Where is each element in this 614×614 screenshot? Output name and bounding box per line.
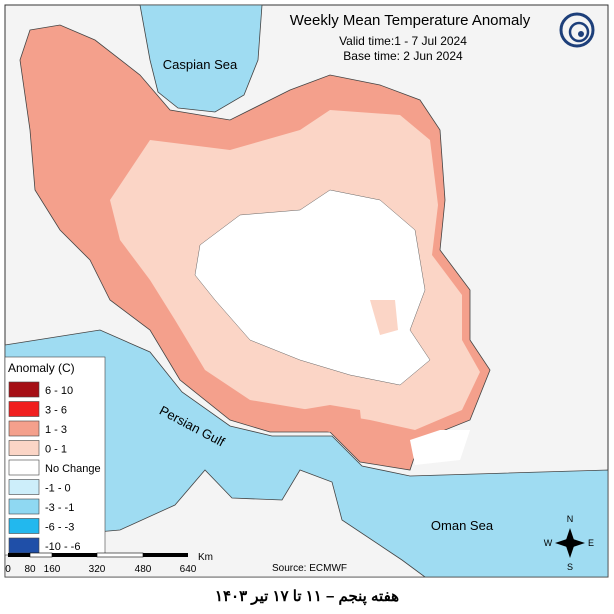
- iran-no-change-south: [410, 430, 470, 465]
- legend-swatch: [8, 401, 40, 417]
- compass-e: E: [588, 538, 594, 548]
- compass-s: S: [567, 562, 573, 572]
- caption: هفته پنجم – ۱۱ تا ۱۷ تیر ۱۴۰۳: [215, 588, 399, 606]
- arabian-land: [4, 469, 427, 578]
- compass-w: W: [544, 538, 553, 548]
- compass: N S E W: [544, 514, 594, 572]
- logo: [559, 12, 595, 48]
- scale-bar: Km 0 80 160 320 480 640: [5, 552, 213, 575]
- legend-label: -1 - 0: [45, 483, 71, 495]
- scale-label: 640: [180, 564, 197, 575]
- legend-label: 3 - 6: [45, 405, 67, 417]
- scale-label: 320: [89, 564, 106, 575]
- legend-label: -6 - -3: [45, 522, 74, 534]
- sea-label: Caspian Sea: [163, 57, 238, 72]
- legend-swatch: [8, 440, 40, 456]
- legend-swatch: [8, 459, 40, 476]
- legend-title: Anomaly (C): [8, 361, 75, 375]
- legend-label: 1 - 3: [45, 424, 67, 436]
- map-title: Weekly Mean Temperature Anomaly: [290, 12, 531, 29]
- legend: Anomaly (C) 6 - 10 3 - 6 1 - 3 0 - 1 No Chan…: [4, 356, 106, 556]
- legend-swatch: [8, 498, 40, 515]
- sea-label: Oman Sea: [431, 518, 494, 533]
- source: Source: ECMWF: [272, 563, 347, 574]
- legend-swatch: [8, 537, 40, 554]
- scale-label: 160: [44, 564, 61, 575]
- scale-label: 0: [5, 564, 11, 575]
- legend-label: 0 - 1: [45, 444, 67, 456]
- iran-no-change: [194, 189, 431, 386]
- legend-label: -10 - -6: [45, 541, 80, 553]
- legend-label: No Change: [45, 463, 101, 475]
- base-time: Base time: 2 Jun 2024: [343, 49, 463, 63]
- iran-anomaly-coast: [290, 405, 362, 432]
- scale-unit: Km: [198, 552, 213, 563]
- legend-swatch: [8, 420, 40, 437]
- compass-n: N: [567, 514, 574, 524]
- legend-swatch: [8, 479, 40, 495]
- legend-swatch: [8, 518, 40, 534]
- scale-label: 480: [135, 564, 152, 575]
- iran-anomaly-patch: [370, 300, 398, 335]
- legend-label: 6 - 10: [45, 385, 73, 397]
- caspian-sea: [139, 4, 263, 113]
- legend-label: -3 - -1: [45, 502, 74, 514]
- scale-label: 80: [24, 564, 36, 575]
- legend-swatch: [8, 381, 40, 398]
- valid-time: Valid time:1 - 7 Jul 2024: [339, 34, 467, 48]
